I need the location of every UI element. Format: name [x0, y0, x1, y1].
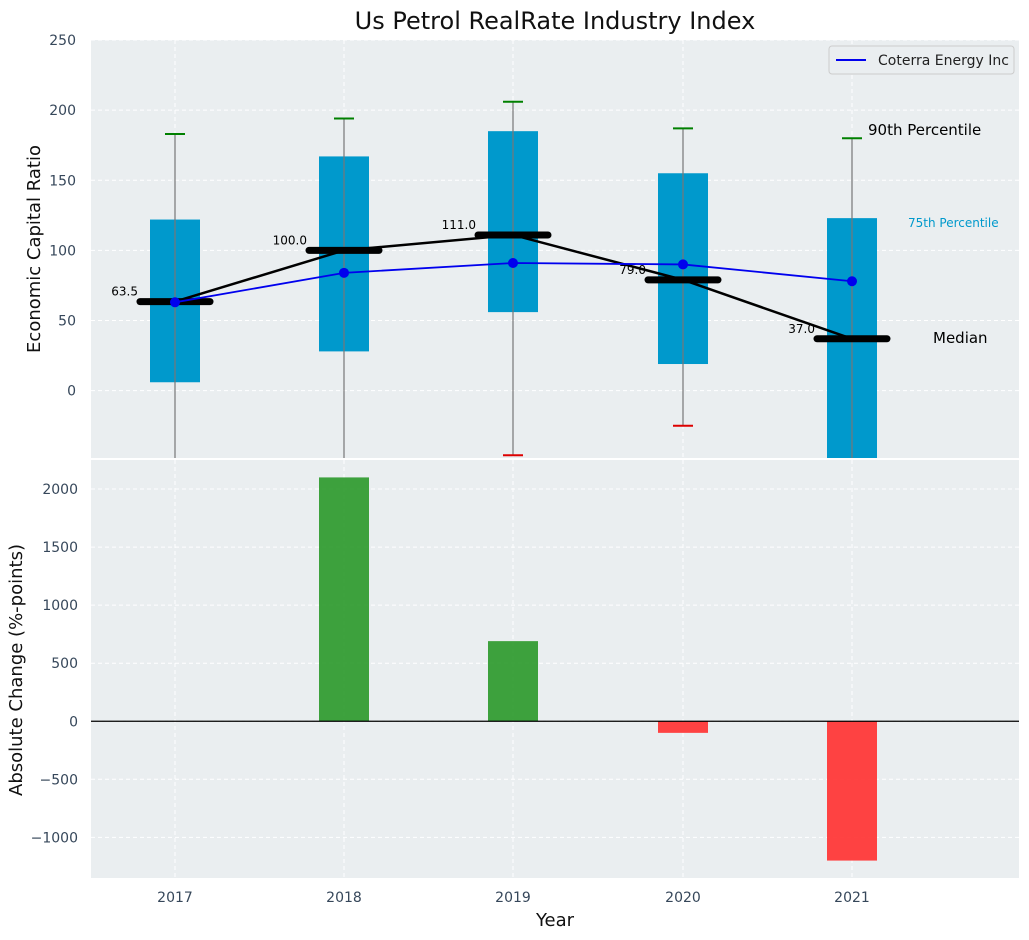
series-point-2020 [678, 259, 688, 270]
median-label-2018: 100.0 [273, 233, 307, 247]
series-point-2021 [847, 276, 857, 287]
bottom-y-tick-label: 500 [51, 656, 78, 672]
x-axis-label: Year [535, 910, 575, 931]
top-y-ticks: 0 50 100 150 200 250 [49, 33, 76, 400]
series-point-2019 [508, 258, 518, 269]
median-labels: 63.5 100.0 111.0 79.0 37.0 [111, 218, 815, 336]
top-y-tick-label: 200 [49, 103, 76, 119]
series-group [170, 258, 857, 308]
bottom-y-axis-label: Absolute Change (%-points) [6, 544, 27, 796]
median-label-2020: 79.0 [619, 263, 646, 277]
top-y-tick-label: 250 [49, 33, 76, 49]
median-label-2019: 111.0 [442, 218, 476, 232]
x-tick-label-2019: 2019 [495, 890, 531, 906]
bottom-y-tick-label: −1000 [31, 830, 78, 846]
annotation-median: Median [933, 329, 988, 347]
top-grid [91, 39, 1019, 458]
top-y-axis-label: Economic Capital Ratio [24, 145, 45, 353]
bottom-y-tick-label: 1000 [42, 598, 78, 614]
annotation-90th-percentile: 90th Percentile [868, 121, 981, 139]
top-y-tick-label: 150 [49, 173, 76, 189]
top-plot-area [91, 40, 1019, 458]
bar-2019 [488, 641, 538, 722]
x-tick-label-2020: 2020 [665, 890, 701, 906]
bottom-y-ticks: −1000 −500 0 500 1000 1500 2000 [31, 482, 78, 846]
series-point-2017 [170, 297, 180, 308]
legend: Coterra Energy Inc [828, 45, 1015, 75]
bar-group [319, 477, 877, 861]
x-tick-label-2021: 2021 [834, 890, 870, 906]
bottom-y-tick-label: 0 [69, 714, 78, 730]
median-label-2021: 37.0 [788, 322, 815, 336]
bar-2021 [827, 721, 877, 861]
bottom-y-tick-label: 2000 [42, 482, 78, 498]
legend-box [828, 45, 1015, 75]
bottom-plot-area [91, 460, 1019, 878]
legend-label-coterra: Coterra Energy Inc [878, 53, 1009, 69]
x-ticks: 2017 2018 2019 2020 2021 [157, 890, 870, 906]
bar-2018 [319, 477, 369, 722]
top-y-tick-label: 50 [58, 314, 76, 330]
x-tick-label-2017: 2017 [157, 890, 193, 906]
median-label-2017: 63.5 [111, 285, 138, 299]
bottom-y-tick-label: −500 [40, 772, 78, 788]
annotation-75th-percentile: 75th Percentile [908, 216, 999, 230]
x-tick-label-2018: 2018 [326, 890, 362, 906]
series-point-2018 [339, 267, 349, 278]
bottom-y-tick-label: 1500 [42, 540, 78, 556]
chart-title: Us Petrol RealRate Industry Index [355, 7, 756, 35]
bar-2020 [658, 721, 708, 733]
median-trend-group [136, 231, 891, 343]
top-y-tick-label: 0 [67, 384, 76, 400]
top-y-tick-label: 100 [49, 243, 76, 259]
